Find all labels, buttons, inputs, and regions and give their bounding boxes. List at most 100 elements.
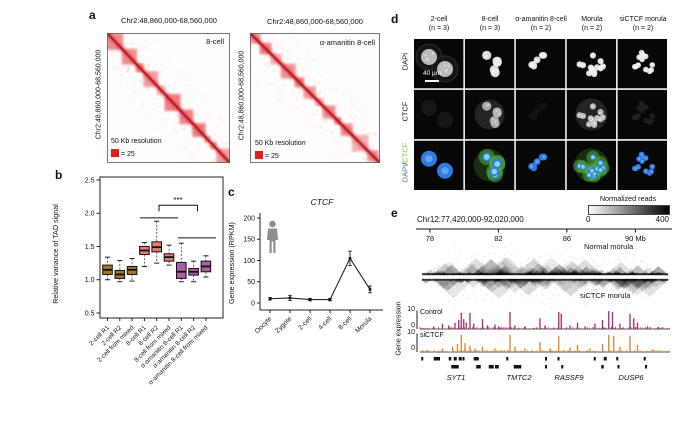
col-n-morula: (n = 2)	[581, 25, 603, 32]
hic-map2-condition: α-amanitin 8-cell	[319, 38, 375, 47]
micro-cell-r2c0	[414, 140, 464, 190]
micro-cell-r1c3	[566, 89, 617, 140]
c-ytick-label: 50	[247, 279, 255, 286]
col-header-sictcf: siCTCF morula	[619, 16, 667, 23]
c-ytick-label: 100	[243, 258, 255, 265]
gene-name-RASSF9: RASSF9	[554, 373, 584, 382]
track-control-ymin: 0	[411, 322, 415, 329]
scale-bar-text: 40 μm	[423, 70, 442, 77]
red-scale-swatch	[255, 151, 263, 159]
micro-cell-r1c0	[414, 89, 464, 140]
micro-cell-r0c1	[464, 39, 515, 89]
microscopy-grid	[414, 39, 667, 190]
colorbar-min: 0	[586, 215, 591, 224]
merge-label-sep: /	[400, 162, 410, 165]
micro-cell-r1c2	[515, 89, 566, 140]
hic-map1-scale: = 25	[111, 149, 135, 158]
expression-track-Control	[416, 310, 671, 330]
micro-cell-r2c3	[566, 140, 617, 190]
merge-label-ctcf: CTCF	[400, 142, 410, 163]
hic-normal-morula	[421, 246, 670, 276]
hic-map2-scale: = 25	[255, 151, 279, 160]
micro-cell-r1c1	[464, 89, 515, 140]
genome-browser-tracks: 78 82 86 90 Mb SYT1 TMTC2 RASSF9 DUSP6	[416, 228, 672, 382]
e-xtick-label: 78	[426, 234, 434, 243]
gene-name-SYT1: SYT1	[447, 373, 466, 382]
colorbar-label: Normalized reads	[599, 194, 657, 203]
c-xtick-label: Zygote	[274, 315, 293, 334]
hic-map1-condition: 8-cell	[206, 37, 224, 46]
track-sictcf-label: siCTCF	[420, 332, 444, 339]
box-6	[176, 261, 187, 279]
hic-map2-ylabel: Chr2:48,860,000-68,560,000	[238, 50, 246, 141]
micro-cell-r2c1	[464, 140, 515, 190]
col-header-amanitin: α-amanitin 8-cell	[515, 16, 567, 23]
c-ytick-label: 0	[251, 300, 255, 307]
human-icon	[269, 220, 276, 228]
human-icon-body	[267, 228, 278, 253]
hic-heatmap-amanitin-8cell	[250, 33, 380, 163]
hic-sictcf-morula	[421, 278, 670, 310]
micro-cell-r2c2	[515, 140, 566, 190]
hic-map1-resolution: 50 Kb resolution	[111, 138, 162, 145]
hic-track2-label: siCTCF morula	[578, 291, 633, 300]
col-n-2cell: (n = 3)	[428, 25, 450, 32]
row-label-merge: DAPI/CTCF	[401, 128, 410, 198]
hic-map1-title: Chr2:48,860,000-68,560,000	[121, 16, 217, 25]
b-ytick-label: 1.5	[85, 244, 95, 251]
b-ytick-label: 2.5	[85, 177, 95, 184]
tad-variance-boxplot: 0.5 1.0 1.5 2.0 2.5 Relative variance of TAD …	[51, 176, 224, 386]
colorbar-max: 400	[655, 215, 669, 224]
e-xtick-label: 86	[563, 234, 571, 243]
expression-track-siCTCF	[416, 333, 670, 353]
c-ytick-label: 200	[243, 215, 255, 222]
c-ytick-label: 150	[243, 237, 255, 244]
hic-map2-title: Chr2:48,860,000-68,560,000	[267, 17, 363, 26]
track-control-ymax: 10	[407, 306, 415, 313]
panel-b-label: b	[55, 168, 63, 182]
gene-expression-axis-label: Gene expression	[393, 301, 403, 356]
micro-cell-r2c4	[617, 140, 667, 190]
hic-map2-scale-value: = 25	[264, 153, 279, 160]
e-xtick-label: 82	[494, 234, 502, 243]
gene-name-DUSP6: DUSP6	[618, 373, 644, 382]
c-title: CTCF	[311, 197, 334, 207]
panel-e-label: e	[391, 206, 398, 220]
hic-map1-scale-value: = 25	[120, 151, 135, 158]
b-ytick-label: 2.0	[85, 211, 95, 218]
c-xtick-label: 2-cell	[297, 315, 313, 331]
hic-map1-ylabel: Chr2:48,860,000-68,560,000	[95, 49, 103, 140]
colorbar-gradient	[588, 205, 670, 215]
panel-a-label: a	[89, 8, 96, 22]
micro-cell-r0c3	[566, 39, 617, 89]
micro-cell-r0c4	[617, 39, 667, 89]
micro-cell-r1c4	[617, 89, 667, 140]
c-xtick-label: Morula	[354, 315, 373, 334]
hic-track1-label: Normal morula	[582, 242, 636, 251]
region-label: Chr12:77,420,000-92,020,000	[417, 215, 524, 224]
col-header-2cell: 2-cell	[430, 16, 448, 23]
col-n-amanitin: (n = 2)	[530, 25, 552, 32]
panel-d-label: d	[391, 12, 399, 26]
b-ytick-label: 1.0	[85, 277, 95, 284]
significance-stars: ***	[173, 196, 182, 205]
c-ylabel: Gene expression (RPKM)	[227, 222, 236, 304]
ctcf-expression-chart: 0 50 100 150 200 CTCF Gene expression (RPKM) Oo…	[227, 197, 383, 335]
col-header-8cell: 8-cell	[481, 16, 499, 23]
track-sictcf-ymin: 0	[411, 345, 415, 352]
track-sictcf-ymax: 10	[407, 329, 415, 336]
e-xtick-label: 90 Mb	[625, 234, 646, 243]
merge-label-dapi: DAPI	[400, 164, 410, 183]
red-scale-swatch	[111, 149, 119, 157]
col-n-sictcf: (n = 2)	[632, 25, 654, 32]
b-ylabel: Relative variance of TAD signal	[51, 204, 60, 304]
scale-bar	[425, 80, 439, 82]
col-header-morula: Morula	[581, 16, 603, 23]
panel-c-label: c	[228, 185, 235, 199]
track-control-label: Control	[420, 309, 443, 316]
hic-heatmap-8cell	[107, 33, 230, 163]
c-xtick-label: Oocyte	[254, 315, 274, 335]
gene-annotations	[421, 357, 647, 369]
b-ytick-label: 0.5	[85, 310, 95, 317]
